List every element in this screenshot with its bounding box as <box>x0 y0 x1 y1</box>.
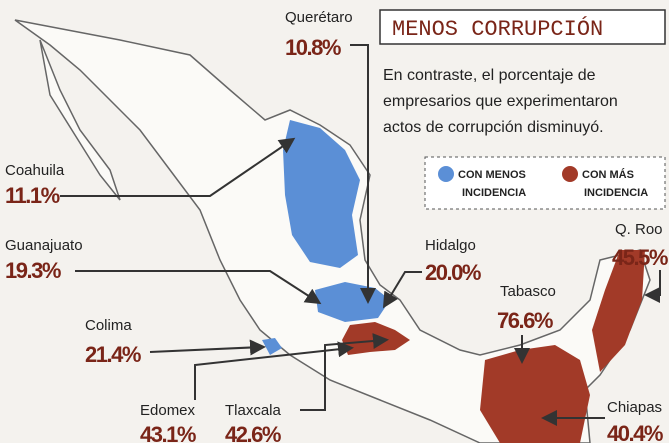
state-value: 11.1% <box>5 183 60 208</box>
state-name: Chiapas <box>607 399 662 416</box>
state-name: Q. Roo <box>615 221 663 238</box>
coahuila-region <box>283 120 360 268</box>
state-value: 42.6% <box>225 422 281 443</box>
leader-line <box>149 339 266 356</box>
title: MENOS CORRUPCIÓN <box>392 16 603 42</box>
legend-box <box>424 156 666 210</box>
state-name: Coahuila <box>5 162 65 179</box>
description-line: actos de corrupción disminuyó. <box>383 119 604 136</box>
leader-line <box>644 270 661 303</box>
leader-line <box>75 270 322 305</box>
description-line: empresarios que experimentaron <box>383 93 618 110</box>
legend-swatch <box>562 166 578 182</box>
leader-line <box>60 137 296 197</box>
leader-line <box>300 333 389 411</box>
title-box <box>379 9 666 45</box>
leader-line <box>382 271 422 309</box>
state-value: 45.5% <box>612 245 668 270</box>
state-value: 20.0% <box>425 260 481 285</box>
state-name: Edomex <box>140 402 196 419</box>
legend-label: INCIDENCIA <box>584 187 648 199</box>
legend-label: CON MENOS <box>458 169 526 181</box>
state-value: 19.3% <box>5 258 61 283</box>
state-name: Colima <box>85 317 132 334</box>
colima-region <box>262 338 282 355</box>
leader-line <box>350 44 376 304</box>
state-value: 10.8% <box>285 35 341 60</box>
state-name: Guanajuato <box>5 237 83 254</box>
description-line: En contraste, el porcentaje de <box>383 67 596 84</box>
state-value: 21.4% <box>85 342 141 367</box>
state-value: 40.4% <box>607 421 663 443</box>
state-value: 43.1% <box>140 422 196 443</box>
state-value: 76.6% <box>497 308 553 333</box>
tabasco-chiapas-region <box>480 345 590 443</box>
legend-label: INCIDENCIA <box>462 187 526 199</box>
state-name: Tabasco <box>500 283 556 300</box>
state-name: Tlaxcala <box>225 402 282 419</box>
state-name: Querétaro <box>285 9 353 26</box>
qroo-region <box>592 250 645 372</box>
legend-label: CON MÁS <box>582 168 634 181</box>
legend-swatch <box>438 166 454 182</box>
state-name: Hidalgo <box>425 237 476 254</box>
leader-line <box>194 341 354 400</box>
